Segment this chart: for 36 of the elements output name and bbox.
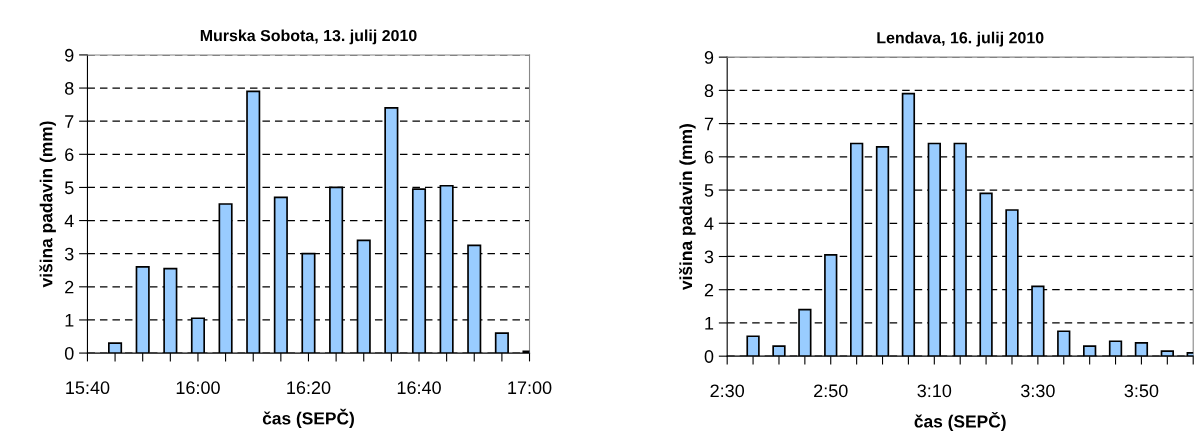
- chart-title: Murska Sobota, 13. julij 2010: [200, 29, 417, 45]
- x-tick-label: 2:30: [710, 384, 745, 398]
- y-tick-label: 1: [705, 317, 714, 330]
- y-tick-label: 8: [704, 84, 714, 98]
- y-tick-label: 9: [704, 51, 714, 64]
- x-axis-title: čas (SEPČ): [914, 411, 1006, 432]
- y-tick-label: 0: [64, 347, 74, 360]
- x-tick-label: 3:30: [1020, 384, 1055, 398]
- y-tick-label: 7: [65, 115, 74, 128]
- y-tick-label: 3: [704, 250, 714, 264]
- y-tick-label: 1: [65, 314, 74, 327]
- y-tick-label: 8: [65, 81, 74, 95]
- x-tick-label: 16:00: [176, 381, 220, 395]
- y-tick-label: 2: [704, 283, 714, 297]
- y-axis-title: višina padavin (mm): [39, 121, 56, 288]
- x-tick-label: 3:10: [917, 384, 952, 398]
- x-tick-label: 16:20: [287, 381, 331, 395]
- y-tick-label: 7: [704, 117, 714, 131]
- x-tick-label: 3:50: [1124, 384, 1159, 398]
- chart-title: Lendava, 16. julij 2010: [877, 31, 1044, 47]
- y-tick-label: 9: [65, 48, 74, 62]
- x-tick-label: 17:00: [508, 381, 552, 395]
- y-tick-label: 4: [64, 214, 74, 228]
- y-tick-label: 6: [704, 150, 714, 164]
- y-tick-label: 0: [704, 350, 714, 363]
- y-tick-label: 6: [65, 148, 74, 162]
- x-axis-title: čas (SEPČ): [262, 408, 354, 428]
- x-tick-label: 15:40: [66, 381, 110, 395]
- y-tick-label: 5: [704, 184, 714, 197]
- x-tick-label: 2:50: [814, 384, 848, 398]
- y-axis-title: višina padavin (mm): [679, 124, 696, 291]
- y-tick-label: 3: [64, 247, 74, 261]
- x-tick-label: 16:40: [397, 381, 441, 395]
- y-tick-label: 5: [64, 181, 74, 195]
- y-tick-label: 4: [704, 217, 714, 230]
- y-tick-label: 2: [65, 280, 74, 294]
